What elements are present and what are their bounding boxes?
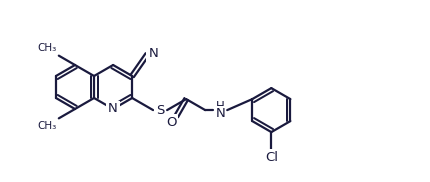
Text: H: H [216, 100, 224, 113]
Text: CH₃: CH₃ [37, 43, 57, 53]
Text: S: S [156, 104, 164, 117]
Text: O: O [166, 116, 177, 129]
Text: Cl: Cl [265, 151, 278, 164]
Text: N: N [108, 102, 118, 116]
Text: N: N [148, 47, 158, 60]
Text: N: N [215, 107, 225, 120]
Text: CH₃: CH₃ [37, 121, 57, 131]
